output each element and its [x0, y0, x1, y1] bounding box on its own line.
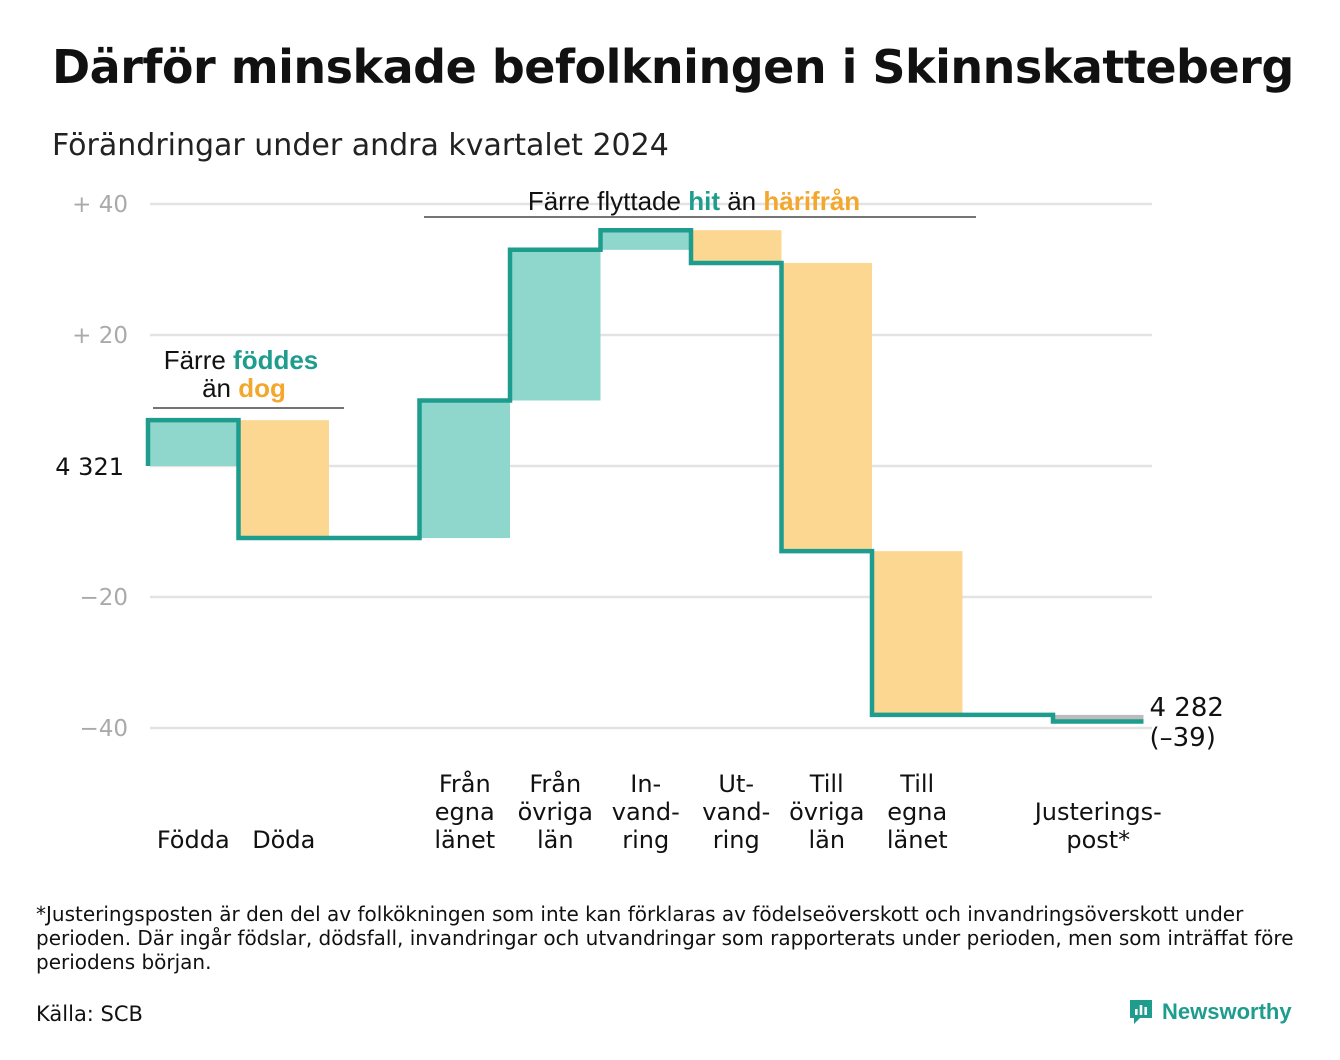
waterfall-bar: [421, 400, 510, 539]
births-annotation-line1: Färre föddes: [164, 345, 319, 375]
end-value-label: 4 282: [1150, 693, 1224, 723]
start-value-label: 4 321: [55, 453, 124, 481]
waterfall-bar: [874, 551, 963, 715]
category-label: Justerings-: [1033, 798, 1162, 826]
category-label: Ut-: [718, 770, 754, 798]
category-label: län: [808, 826, 845, 854]
category-label: egna: [435, 798, 495, 826]
births-annotation-line2: än dog: [202, 373, 286, 403]
waterfall-bar: [602, 230, 691, 250]
category-label: post*: [1066, 826, 1130, 854]
category-label: Från: [439, 769, 491, 798]
waterfall-bar: [783, 262, 872, 552]
waterfall-bar: [693, 230, 782, 263]
y-tick-label: −20: [79, 585, 128, 611]
category-label: ring: [622, 826, 669, 854]
waterfall-bar: [512, 249, 601, 401]
footnote: *Justeringsposten är den del av folkökni…: [36, 902, 1294, 974]
source-label: Källa: SCB: [36, 1002, 143, 1026]
category-label: vand-: [612, 798, 680, 826]
migration-annotation: Färre flyttade hit än härifrån: [528, 186, 860, 216]
category-label: Till: [899, 770, 934, 798]
waterfall-bar: [240, 420, 329, 539]
category-label: Till: [809, 770, 844, 798]
cumulative-step-line: [145, 227, 1144, 724]
waterfall-bar: [1055, 714, 1144, 722]
y-tick-label: + 40: [72, 192, 128, 218]
category-label: länet: [887, 826, 948, 854]
category-label: egna: [887, 798, 947, 826]
newsworthy-icon: [1130, 1000, 1152, 1024]
category-label: Döda: [252, 826, 315, 854]
category-label: Från: [529, 769, 581, 798]
waterfall-bar: [150, 420, 239, 466]
category-label: In-: [630, 770, 661, 798]
category-label: övriga: [518, 798, 593, 826]
category-label: ring: [713, 826, 760, 854]
y-tick-label: −40: [79, 716, 128, 742]
waterfall-chart: + 40+ 20−20−404 321 Födda DödaFrånegnalän…: [55, 186, 1224, 854]
y-tick-label: + 20: [72, 323, 128, 349]
category-label: vand-: [702, 798, 770, 826]
category-label: övriga: [789, 798, 864, 826]
end-change-label: (–39): [1150, 723, 1216, 753]
category-label: län: [537, 826, 574, 854]
newsworthy-logo[interactable]: Newsworthy: [1128, 998, 1292, 1026]
category-label: länet: [434, 826, 495, 854]
brand-name: Newsworthy: [1162, 999, 1292, 1024]
chart-subtitle: Förändringar under andra kvartalet 2024: [52, 128, 669, 163]
category-label: Födda: [157, 826, 230, 854]
chart-title: Därför minskade befolkningen i Skinnskat…: [52, 40, 1294, 94]
